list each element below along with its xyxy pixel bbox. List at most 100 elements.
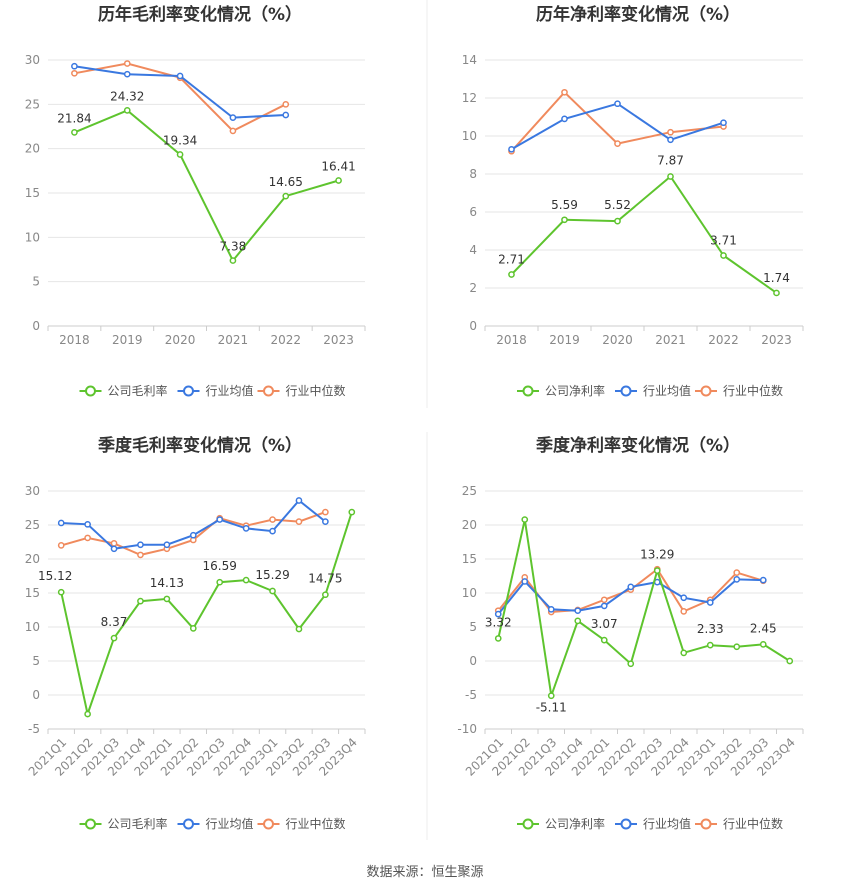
data-point — [549, 693, 554, 698]
data-label: 7.38 — [220, 240, 247, 254]
data-point — [615, 141, 620, 146]
data-point — [270, 529, 275, 534]
legend-label: 行业中位数 — [286, 383, 346, 398]
y-tick-label: 12 — [462, 91, 477, 105]
data-point — [59, 520, 64, 525]
legend-item: 公司毛利率 — [80, 383, 168, 398]
data-point — [734, 577, 739, 582]
y-tick-label: 20 — [462, 518, 477, 532]
y-tick-label: 14 — [462, 53, 477, 67]
legend-label: 公司毛利率 — [108, 816, 168, 831]
data-point — [562, 116, 567, 121]
data-point — [177, 152, 182, 157]
data-label: 13.29 — [640, 548, 674, 562]
x-tick-label: 2019 — [549, 333, 580, 347]
data-point — [509, 147, 514, 152]
data-point — [681, 650, 686, 655]
data-point — [230, 128, 235, 133]
data-point — [655, 568, 660, 573]
legend-label: 公司毛利率 — [108, 383, 168, 398]
y-tick-label: 15 — [25, 586, 40, 600]
data-point — [72, 130, 77, 135]
y-tick-label: 4 — [469, 243, 477, 257]
x-tick-label: 2020 — [165, 333, 196, 347]
data-point — [349, 509, 354, 514]
data-point — [615, 101, 620, 106]
x-tick-label: 2019 — [112, 333, 143, 347]
legend-swatch-marker — [702, 820, 711, 829]
y-tick-label: 10 — [25, 230, 40, 244]
legend-swatch-marker — [524, 387, 533, 396]
legend-swatch-marker — [184, 387, 193, 396]
y-tick-label: 25 — [25, 518, 40, 532]
legend-item: 行业中位数 — [258, 816, 346, 831]
legend-item: 公司净利率 — [517, 383, 605, 398]
legend-swatch-marker — [264, 387, 273, 396]
data-label: 21.84 — [57, 111, 91, 125]
data-point — [85, 711, 90, 716]
y-tick-label: -5 — [465, 688, 477, 702]
data-point — [191, 626, 196, 631]
data-point — [230, 258, 235, 263]
data-point — [85, 522, 90, 527]
legend-item: 行业中位数 — [695, 816, 783, 831]
data-point — [244, 526, 249, 531]
legend-swatch-marker — [622, 820, 631, 829]
y-tick-label: 0 — [32, 688, 40, 702]
annual-net-margin-chart: 历年净利率变化情况（%）024681012142018 2019 2020 2021 2… — [462, 4, 803, 398]
y-tick-label: 10 — [462, 586, 477, 600]
data-label: 8.37 — [101, 615, 128, 629]
chart-title: 季度净利率变化情况（%） — [536, 435, 740, 456]
legend-item: 行业均值 — [178, 816, 254, 831]
y-tick-label: 6 — [469, 205, 477, 219]
data-point — [111, 635, 116, 640]
data-label: 15.29 — [255, 568, 289, 582]
data-label: 14.65 — [269, 175, 303, 189]
data-point — [111, 541, 116, 546]
data-point — [283, 102, 288, 107]
data-point — [283, 194, 288, 199]
legend-label: 行业均值 — [206, 816, 254, 831]
data-point — [668, 137, 673, 142]
y-tick-label: -10 — [457, 722, 477, 736]
data-label: 24.32 — [110, 89, 144, 103]
x-tick-label: 2020 — [602, 333, 633, 347]
data-point — [323, 592, 328, 597]
y-tick-label: 5 — [32, 654, 40, 668]
data-point — [296, 519, 301, 524]
y-tick-label: 0 — [469, 654, 477, 668]
data-point — [164, 596, 169, 601]
legend-item: 行业均值 — [178, 383, 254, 398]
data-point — [522, 517, 527, 522]
data-label: 5.59 — [551, 198, 578, 212]
chart-title: 季度毛利率变化情况（%） — [98, 435, 302, 456]
data-point — [761, 642, 766, 647]
legend-item: 公司净利率 — [517, 816, 605, 831]
y-tick-label: 15 — [25, 186, 40, 200]
y-tick-label: 30 — [25, 484, 40, 498]
y-tick-label: 2 — [469, 281, 477, 295]
data-point — [668, 130, 673, 135]
legend-swatch-marker — [86, 387, 95, 396]
data-point — [323, 519, 328, 524]
y-tick-label: 5 — [469, 620, 477, 634]
data-point — [708, 600, 713, 605]
data-point — [681, 609, 686, 614]
legend-label: 行业中位数 — [723, 816, 783, 831]
legend-label: 行业均值 — [206, 383, 254, 398]
legend-swatch-marker — [264, 820, 273, 829]
chart-title: 历年毛利率变化情况（%） — [98, 4, 302, 25]
y-tick-label: 20 — [25, 552, 40, 566]
data-label: 7.87 — [657, 153, 684, 167]
data-label: 2.71 — [498, 253, 525, 267]
data-point — [177, 73, 182, 78]
y-tick-label: 10 — [462, 129, 477, 143]
data-label: 14.75 — [308, 572, 342, 586]
data-point — [230, 115, 235, 120]
quarterly-net-margin-chart: 季度净利率变化情况（%）-10-505101520252021Q12021Q22… — [457, 435, 803, 831]
data-point — [72, 71, 77, 76]
data-point — [549, 607, 554, 612]
data-point — [59, 543, 64, 548]
data-point — [85, 535, 90, 540]
data-label: -5.11 — [536, 701, 567, 715]
